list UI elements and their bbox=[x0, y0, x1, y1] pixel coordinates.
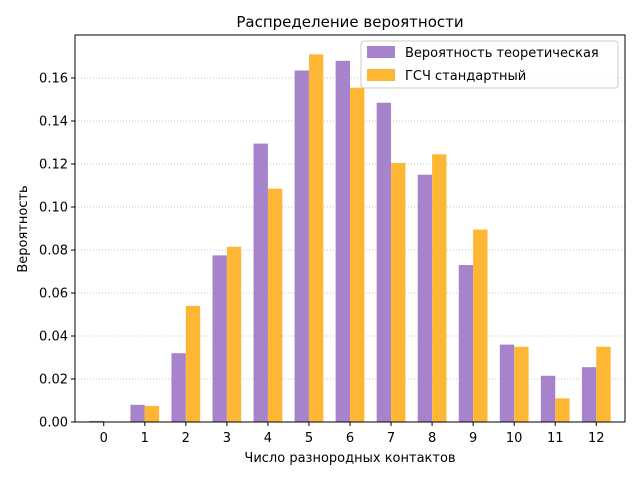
x-tick-label: 0 bbox=[100, 431, 108, 446]
bar-rng bbox=[596, 346, 611, 422]
legend-label-rng: ГСЧ стандартный bbox=[405, 69, 526, 84]
bar-theoretical bbox=[376, 102, 392, 422]
y-axis-label: Вероятность bbox=[16, 185, 31, 272]
bar-rng bbox=[267, 188, 283, 422]
x-tick-label: 6 bbox=[346, 431, 354, 446]
bar-theoretical bbox=[294, 70, 309, 422]
legend-swatch-theoretical bbox=[367, 46, 395, 58]
bar-theoretical bbox=[499, 344, 515, 422]
bar-rng bbox=[473, 229, 488, 422]
bars bbox=[89, 54, 611, 423]
bar-theoretical bbox=[417, 174, 433, 422]
bar-theoretical bbox=[335, 60, 350, 423]
y-tick-label: 0.14 bbox=[39, 115, 68, 130]
x-tick-label: 2 bbox=[182, 431, 190, 446]
legend: Вероятность теоретическая ГСЧ стандартны… bbox=[360, 40, 619, 89]
x-tick-label: 8 bbox=[428, 431, 436, 446]
x-tick-label: 10 bbox=[506, 431, 523, 446]
bar-theoretical bbox=[212, 255, 227, 422]
bar-theoretical bbox=[540, 375, 556, 422]
y-tick-label: 0.02 bbox=[39, 373, 68, 388]
bar-rng bbox=[514, 346, 529, 422]
y-tick-label: 0.00 bbox=[39, 416, 68, 431]
chart-title: Распределение вероятности bbox=[236, 13, 463, 31]
legend-swatch-rng bbox=[367, 69, 395, 81]
bar-theoretical bbox=[581, 367, 597, 422]
x-axis-label: Число разнородных контактов bbox=[244, 451, 455, 466]
bar-rng bbox=[555, 398, 570, 422]
x-tick-label: 5 bbox=[305, 431, 313, 446]
y-tick-label: 0.04 bbox=[39, 330, 68, 345]
y-tick-label: 0.12 bbox=[39, 158, 68, 173]
bar-theoretical bbox=[130, 404, 145, 422]
legend-label-theoretical: Вероятность теоретическая bbox=[405, 46, 599, 61]
bar-theoretical bbox=[458, 265, 474, 422]
x-tick-label: 4 bbox=[264, 431, 272, 446]
bar-rng bbox=[432, 154, 447, 422]
x-tick-label: 9 bbox=[469, 431, 477, 446]
bar-theoretical bbox=[171, 353, 186, 422]
x-tick-label: 12 bbox=[588, 431, 605, 446]
bar-rng bbox=[391, 162, 406, 423]
x-tick-label: 7 bbox=[387, 431, 395, 446]
bar-rng bbox=[185, 305, 201, 422]
y-tick-label: 0.08 bbox=[39, 244, 68, 259]
bar-rng bbox=[350, 87, 365, 423]
bar-rng bbox=[144, 405, 160, 422]
x-tick-label: 11 bbox=[547, 431, 564, 446]
x-tick-label: 3 bbox=[223, 431, 231, 446]
x-axis-ticks: 0 1 2 3 4 5 6 7 8 9 10 11 12 bbox=[100, 422, 605, 446]
x-tick-label: 1 bbox=[141, 431, 149, 446]
y-tick-label: 0.06 bbox=[39, 287, 68, 302]
y-tick-label: 0.16 bbox=[39, 72, 68, 87]
y-tick-label: 0.10 bbox=[39, 201, 68, 216]
bar-theoretical bbox=[89, 420, 104, 422]
legend-box bbox=[360, 40, 619, 89]
y-axis-ticks: 0.00 0.02 0.04 0.06 0.08 0.10 0.12 0.14 0.16 bbox=[39, 72, 75, 431]
bar-rng bbox=[226, 246, 242, 422]
bar-theoretical bbox=[253, 143, 268, 422]
bar-rng bbox=[308, 54, 324, 422]
